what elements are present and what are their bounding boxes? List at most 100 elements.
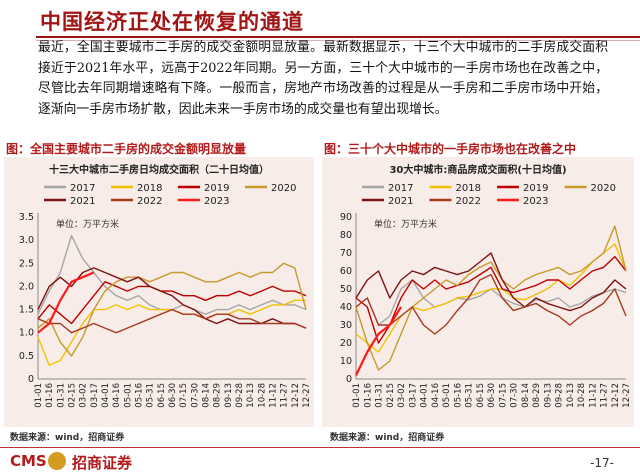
x-tick-label: 10-13 <box>246 383 256 408</box>
x-tick-label: 04-01 <box>420 383 430 408</box>
x-tick-label: 05-16 <box>135 383 145 408</box>
legend-label-2021: 2021 <box>388 196 413 207</box>
x-tick-label: 09-13 <box>543 383 553 408</box>
legend-label-2021: 2021 <box>70 196 95 207</box>
y-tick-label: 3.5 <box>19 212 34 223</box>
x-tick-label: 10-13 <box>566 383 576 408</box>
y-tick-label: 80 <box>340 230 352 241</box>
series-line-2018 <box>355 243 627 353</box>
unit-label: 单位：万平方米 <box>374 218 437 230</box>
series-line-2022 <box>355 273 627 335</box>
x-tick-label: 05-16 <box>453 383 463 408</box>
x-tick-label: 04-01 <box>101 383 111 408</box>
logo-company-name: 招商证券 <box>72 454 133 472</box>
series-line-2019 <box>355 255 627 344</box>
x-tick-label: 12-27 <box>622 383 632 408</box>
legend-label-2020: 2020 <box>591 183 616 194</box>
x-tick-label: 06-30 <box>168 383 178 408</box>
x-tick-label: 03-17 <box>408 383 418 408</box>
x-tick-label: 03-02 <box>79 383 89 408</box>
right-chart-svg: 30大中城市:商品房成交面积(十日均值) 2017 2018 2019 2020 2021… <box>340 163 632 408</box>
legend-label-2022: 2022 <box>137 196 162 207</box>
x-tick-label: 11-12 <box>269 383 279 408</box>
y-tick-label: 2.0 <box>19 281 34 292</box>
x-tick-label: 02-15 <box>386 383 396 408</box>
x-tick-label: 01-31 <box>375 383 385 408</box>
legend-label-2022: 2022 <box>456 196 481 207</box>
x-tick-label: 08-29 <box>532 383 542 408</box>
y-tick-label: 40 <box>340 302 352 313</box>
x-tick-label: 11-12 <box>588 383 598 408</box>
y-tick-label: 0.5 <box>19 351 34 362</box>
y-tick-label: 1.5 <box>19 305 34 316</box>
y-tick-label: 90 <box>340 212 352 223</box>
series-line-2021 <box>37 267 307 329</box>
y-tick-label: 0 <box>28 374 34 385</box>
x-tick-label: 06-15 <box>157 383 167 408</box>
logo-cms-text: CMS <box>10 452 47 470</box>
legend-label-2018: 2018 <box>137 183 162 194</box>
x-tick-label: 04-16 <box>112 383 122 408</box>
series-line-2019 <box>37 281 307 325</box>
left-chart-panel: 十三大中城市二手房日均成交面积（二十日均值） 2017 2018 2019 2020 20… <box>4 157 314 427</box>
x-tick-label: 05-01 <box>442 383 452 408</box>
page-number: -17- <box>590 456 614 470</box>
x-tick-label: 01-01 <box>352 383 362 408</box>
x-tick-label: 06-30 <box>487 383 497 408</box>
legend-label-2019: 2019 <box>523 183 548 194</box>
legend-label-2020: 2020 <box>271 183 296 194</box>
x-tick-label: 12-27 <box>302 383 312 408</box>
legend-label-2023: 2023 <box>523 196 548 207</box>
x-tick-label: 11-27 <box>280 383 290 408</box>
series-line-2021 <box>355 252 627 312</box>
x-tick-label: 09-28 <box>235 383 245 408</box>
x-tick-label: 01-31 <box>56 383 66 408</box>
logo-icon <box>48 452 66 470</box>
y-tick-label: 60 <box>340 266 352 277</box>
x-tick-label: 10-28 <box>577 383 587 408</box>
x-tick-label: 07-15 <box>179 383 189 408</box>
page-title: 中国经济正处在恢复的通道 <box>40 9 304 34</box>
right-chart-caption: 图：三十个大中城市的一手房市场也在改善之中 <box>324 142 577 156</box>
x-tick-label: 03-17 <box>90 383 100 408</box>
footer-rule <box>0 447 640 448</box>
x-tick-label: 12-12 <box>611 383 621 408</box>
x-tick-label: 07-15 <box>498 383 508 408</box>
x-tick-label: 08-14 <box>521 383 531 408</box>
x-tick-label: 01-16 <box>363 383 373 408</box>
series-line-2020 <box>355 225 627 371</box>
left-chart-svg: 十三大中城市二手房日均成交面积（二十日均值） 2017 2018 2019 2020 20… <box>19 163 312 408</box>
y-tick-label: 50 <box>340 284 352 295</box>
y-tick-label: 1.0 <box>19 328 34 339</box>
y-tick-label: 20 <box>340 338 352 349</box>
series-line-2023 <box>355 306 402 376</box>
x-tick-label: 06-15 <box>476 383 486 408</box>
x-tick-label: 08-29 <box>213 383 223 408</box>
y-tick-label: 10 <box>340 356 352 367</box>
left-chart-caption: 图：全国主要城市二手房的成交金额明显放量 <box>6 142 247 156</box>
unit-label: 单位：万平方米 <box>56 218 119 230</box>
x-tick-label: 10-28 <box>257 383 267 408</box>
legend-label-2019: 2019 <box>204 183 229 194</box>
left-chart-source: 数据来源：wind，招商证券 <box>10 433 125 443</box>
series-line-2023 <box>37 271 95 334</box>
x-tick-label: 07-30 <box>510 383 520 408</box>
x-tick-label: 11-27 <box>600 383 610 408</box>
series-line-2022 <box>37 308 307 334</box>
x-tick-label: 07-30 <box>190 383 200 408</box>
legend-label-2017: 2017 <box>388 183 413 194</box>
x-tick-label: 05-31 <box>146 383 156 408</box>
chart-title: 30大中城市:商品房成交面积(十日均值) <box>389 163 566 176</box>
x-tick-label: 05-01 <box>123 383 133 408</box>
x-tick-label: 01-01 <box>34 383 44 408</box>
legend-label-2017: 2017 <box>70 183 95 194</box>
y-tick-label: 30 <box>340 320 352 331</box>
series-line-2020 <box>37 262 307 357</box>
x-tick-label: 02-15 <box>68 383 78 408</box>
x-tick-label: 09-13 <box>224 383 234 408</box>
x-tick-label: 05-31 <box>465 383 475 408</box>
x-tick-label: 08-14 <box>202 383 212 408</box>
x-tick-label: 03-02 <box>397 383 407 408</box>
body-paragraph: 最近，全国主要城市二手房的成交金额明显放量。最新数据显示，十三个大中城市的二手房… <box>38 40 608 117</box>
x-tick-label: 04-16 <box>431 383 441 408</box>
